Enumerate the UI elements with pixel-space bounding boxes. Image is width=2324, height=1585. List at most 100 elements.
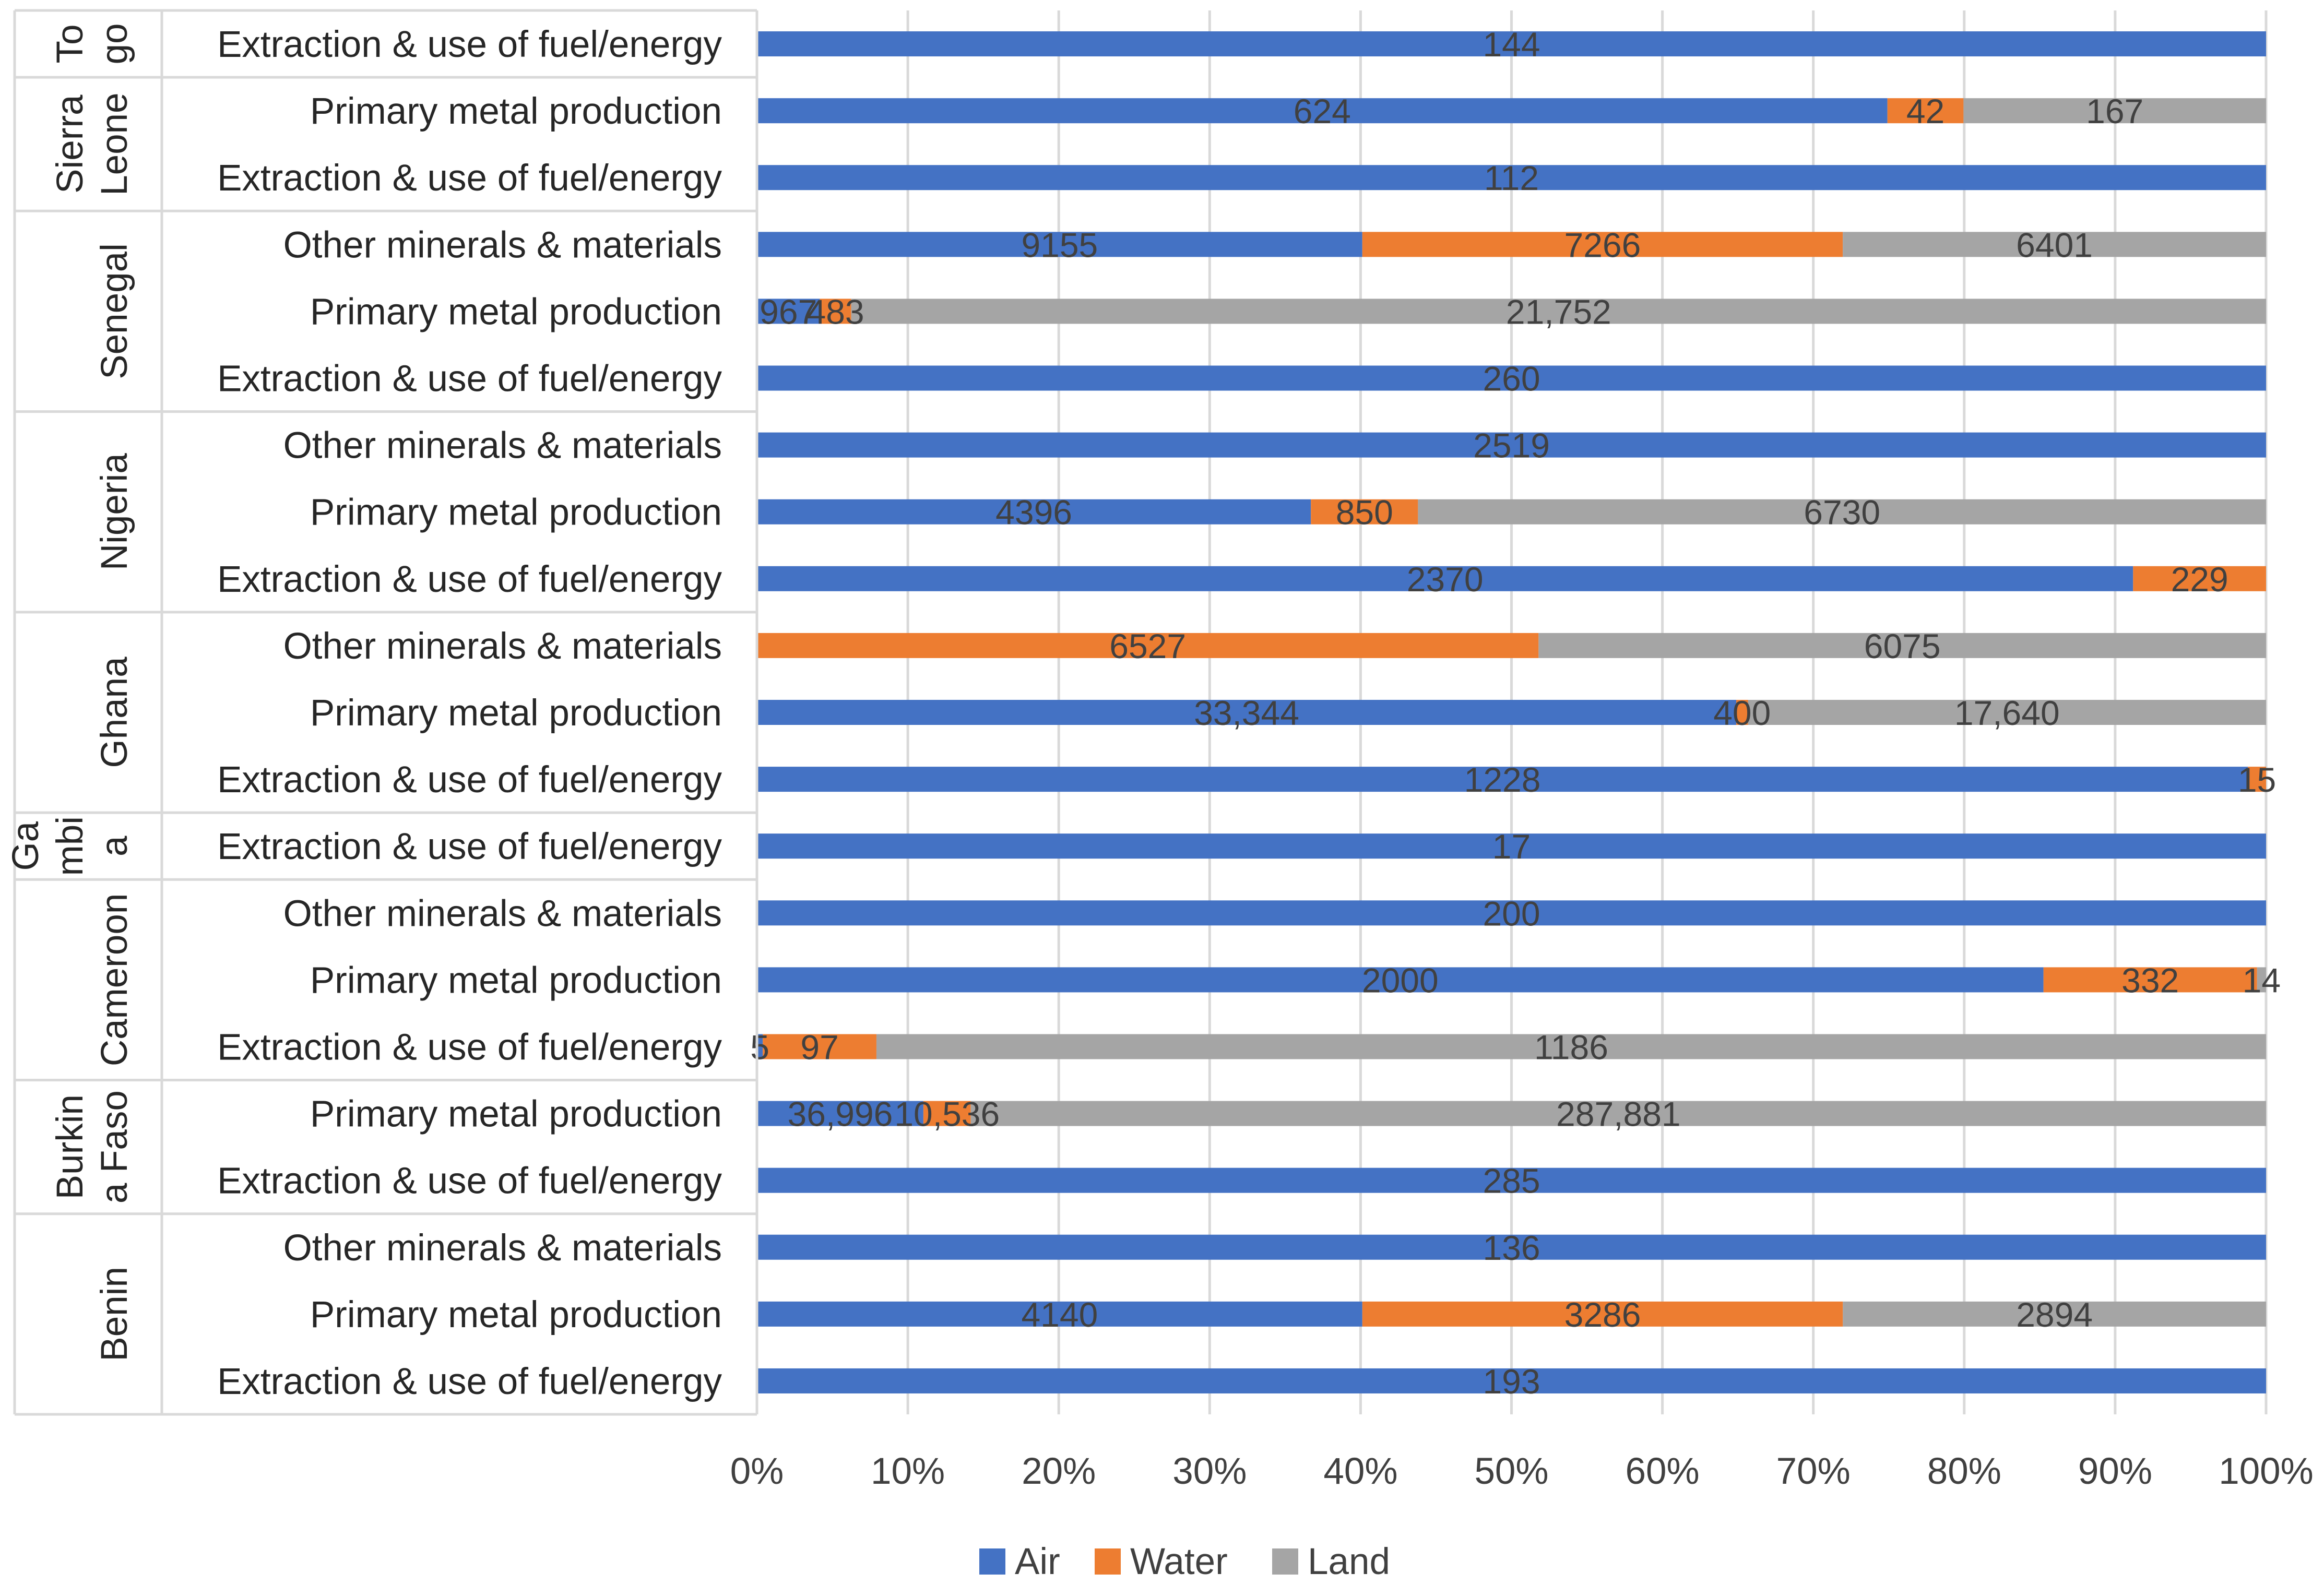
data-label: 17 — [1492, 827, 1531, 866]
data-label: 42 — [1906, 92, 1944, 130]
bar-land-nigeria — [1418, 499, 2266, 525]
data-label: 967 — [760, 292, 817, 331]
category-label: Extraction & use of fuel/energy — [217, 1361, 722, 1402]
bar-air-nigeria — [757, 432, 2266, 458]
category-label: Other minerals & materials — [283, 224, 722, 266]
category-label: Extraction & use of fuel/energy — [217, 1161, 722, 1202]
bar-air-gambia — [757, 833, 2266, 859]
legend-swatch — [979, 1548, 1005, 1575]
data-label: 1186 — [1534, 1028, 1608, 1066]
data-label: 2000 — [1362, 961, 1439, 999]
legend-label: Water — [1130, 1541, 1228, 1582]
x-tick-label: 100% — [2219, 1451, 2314, 1492]
category-label: Other minerals & materials — [283, 425, 722, 467]
legend: Air Water Land — [979, 1541, 1390, 1582]
bar-water-ghana — [2248, 767, 2266, 792]
category-label: Extraction & use of fuel/energy — [217, 826, 722, 867]
category-label: Extraction & use of fuel/energy — [217, 759, 722, 801]
category-label: Extraction & use of fuel/energy — [217, 359, 722, 400]
legend-label: Air — [1015, 1541, 1060, 1582]
bar-water-nigeria — [1311, 499, 1418, 525]
bar-air-senegal — [757, 232, 1362, 257]
data-label: 10,536 — [894, 1095, 1000, 1134]
data-label: 229 — [2171, 560, 2228, 599]
data-label: 6075 — [1864, 627, 1941, 665]
bar-water-cameroon — [2043, 967, 2257, 993]
group-label-line: Cameroon — [94, 893, 135, 1067]
category-label: Primary metal production — [310, 492, 722, 533]
bars — [757, 31, 2266, 1393]
bar-land-sierra-leone — [1963, 98, 2266, 124]
group-label-nigeria: Nigeria — [94, 453, 135, 570]
bar-air-senegal — [757, 365, 2266, 391]
bar-water-senegal — [820, 299, 851, 324]
data-label: 97 — [800, 1028, 838, 1066]
bar-land-senegal — [851, 299, 2266, 324]
data-label: 7266 — [1564, 225, 1641, 264]
group-label-sierra-leone: Sierra Leone — [50, 92, 135, 195]
category-label: Primary metal production — [310, 693, 722, 734]
data-label: 21,752 — [1506, 292, 1611, 331]
x-tick-label: 0% — [730, 1451, 784, 1492]
group-label-line: mbi — [50, 816, 91, 876]
data-label: 260 — [1483, 360, 1540, 398]
group-label-ghana: Ghana — [94, 657, 135, 768]
bar-air-cameroon — [757, 967, 2044, 993]
group-label-line: go — [94, 23, 135, 65]
data-label: 4140 — [1021, 1295, 1098, 1334]
data-label: 3286 — [1564, 1295, 1641, 1334]
bar-air-nigeria — [757, 499, 1311, 525]
group-label-benin: Benin — [94, 1267, 135, 1362]
data-label: 136 — [1483, 1229, 1540, 1267]
group-label-line: Ga — [5, 821, 46, 871]
bar-water-ghana — [757, 633, 1539, 658]
bar-air-togo — [757, 31, 2266, 57]
data-label: 6527 — [1109, 627, 1186, 665]
data-label: 193 — [1483, 1362, 1540, 1401]
x-tick-label: 70% — [1776, 1451, 1851, 1492]
bar-air-nigeria — [757, 566, 2133, 591]
bar-land-ghana — [1748, 700, 2266, 725]
x-tick-label: 10% — [871, 1451, 945, 1492]
bar-air-benin — [757, 1368, 2266, 1393]
legend-swatch — [1095, 1548, 1121, 1575]
category-label: Primary metal production — [310, 1294, 722, 1336]
group-label-line: a — [94, 836, 135, 856]
bar-water-burkina-faso — [923, 1101, 971, 1126]
category-label: Primary metal production — [310, 91, 722, 132]
category-label: Extraction & use of fuel/energy — [217, 559, 722, 600]
group-label-line: Burkin — [50, 1094, 91, 1199]
bar-air-ghana — [757, 700, 1737, 725]
group-label-burkina-faso: Burkin a Faso — [50, 1090, 135, 1203]
data-label: 36,996 — [788, 1095, 893, 1134]
bar-land-benin — [1843, 1301, 2266, 1327]
data-label: 15 — [2238, 760, 2276, 799]
legend-item-water: Water — [1095, 1541, 1228, 1582]
data-label: 33,344 — [1194, 694, 1299, 732]
data-label: 287,881 — [1556, 1095, 1681, 1134]
data-label: 624 — [1294, 92, 1351, 130]
category-label: Other minerals & materials — [283, 1228, 722, 1269]
data-label: 144 — [1483, 25, 1540, 64]
group-label-line: Sierra — [50, 94, 91, 194]
legend-item-land: Land — [1272, 1541, 1390, 1582]
x-tick-label: 30% — [1172, 1451, 1247, 1492]
bar-air-ghana — [757, 767, 2248, 792]
x-tick-label: 60% — [1626, 1451, 1700, 1492]
bar-air-benin — [757, 1234, 2266, 1260]
data-label: 14 — [2243, 961, 2281, 999]
group-label-cameroon: Cameroon — [94, 893, 135, 1067]
data-label: 6730 — [1804, 493, 1880, 532]
bar-air-cameroon — [757, 900, 2266, 926]
data-label: 1228 — [1464, 760, 1541, 799]
group-label-senegal: Senegal — [94, 243, 135, 379]
bar-air-cameroon — [757, 1034, 763, 1059]
category-label: Extraction & use of fuel/energy — [217, 24, 722, 65]
data-label: 200 — [1483, 894, 1540, 933]
bar-land-burkina-faso — [970, 1101, 2266, 1126]
legend-swatch — [1272, 1548, 1298, 1575]
group-label-gambia: Ga mbi a — [5, 816, 135, 876]
data-label: 4396 — [995, 493, 1072, 532]
